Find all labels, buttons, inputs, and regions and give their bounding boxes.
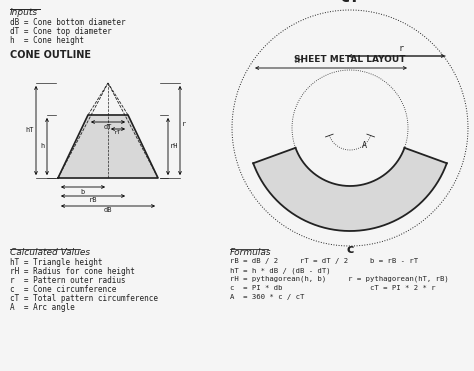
Text: A  = 360 * c / cT: A = 360 * c / cT	[230, 294, 304, 300]
Text: rT: rT	[114, 131, 122, 135]
Text: hT = h * dB / (dB - dT): hT = h * dB / (dB - dT)	[230, 267, 331, 273]
Text: cT = Total pattern circumference: cT = Total pattern circumference	[10, 294, 158, 303]
Text: A  = Arc angle: A = Arc angle	[10, 303, 75, 312]
Text: rH: rH	[170, 144, 179, 150]
Text: b: b	[81, 188, 85, 194]
Text: CONE OUTLINE: CONE OUTLINE	[10, 50, 91, 60]
Text: dT = Cone top diameter: dT = Cone top diameter	[10, 27, 112, 36]
Text: dT: dT	[104, 124, 112, 130]
Text: Formulas: Formulas	[230, 248, 272, 257]
Text: h: h	[41, 144, 45, 150]
Text: Inputs: Inputs	[10, 8, 38, 17]
Text: r: r	[399, 44, 404, 53]
Text: r: r	[182, 121, 186, 128]
Text: hT = Triangle height: hT = Triangle height	[10, 258, 102, 267]
Text: rH = pythagorean(h, b)     r = pythagorean(hT, rB): rH = pythagorean(h, b) r = pythagorean(h…	[230, 276, 449, 282]
Text: c  = Cone circumference: c = Cone circumference	[10, 285, 117, 294]
Text: dB: dB	[104, 207, 112, 213]
Polygon shape	[58, 115, 158, 178]
Text: r  = Pattern outer radius: r = Pattern outer radius	[10, 276, 126, 285]
Text: SHEET METAL LAYOUT: SHEET METAL LAYOUT	[294, 56, 406, 65]
Text: cT: cT	[340, 0, 360, 5]
Text: rB = dB / 2     rT = dT / 2     b = rB - rT: rB = dB / 2 rT = dT / 2 b = rB - rT	[230, 258, 418, 264]
Text: hT: hT	[26, 128, 34, 134]
Text: h  = Cone height: h = Cone height	[10, 36, 84, 45]
Text: A: A	[362, 141, 366, 151]
Text: dB = Cone bottom diameter: dB = Cone bottom diameter	[10, 18, 126, 27]
Text: rH = Radius for cone height: rH = Radius for cone height	[10, 267, 135, 276]
Text: c  = PI * db                    cT = PI * 2 * r: c = PI * db cT = PI * 2 * r	[230, 285, 436, 291]
Polygon shape	[253, 148, 447, 231]
Text: Calculated Values: Calculated Values	[10, 248, 90, 257]
Text: rB: rB	[89, 197, 97, 204]
Text: rH: rH	[293, 56, 303, 65]
Text: c: c	[346, 243, 354, 256]
